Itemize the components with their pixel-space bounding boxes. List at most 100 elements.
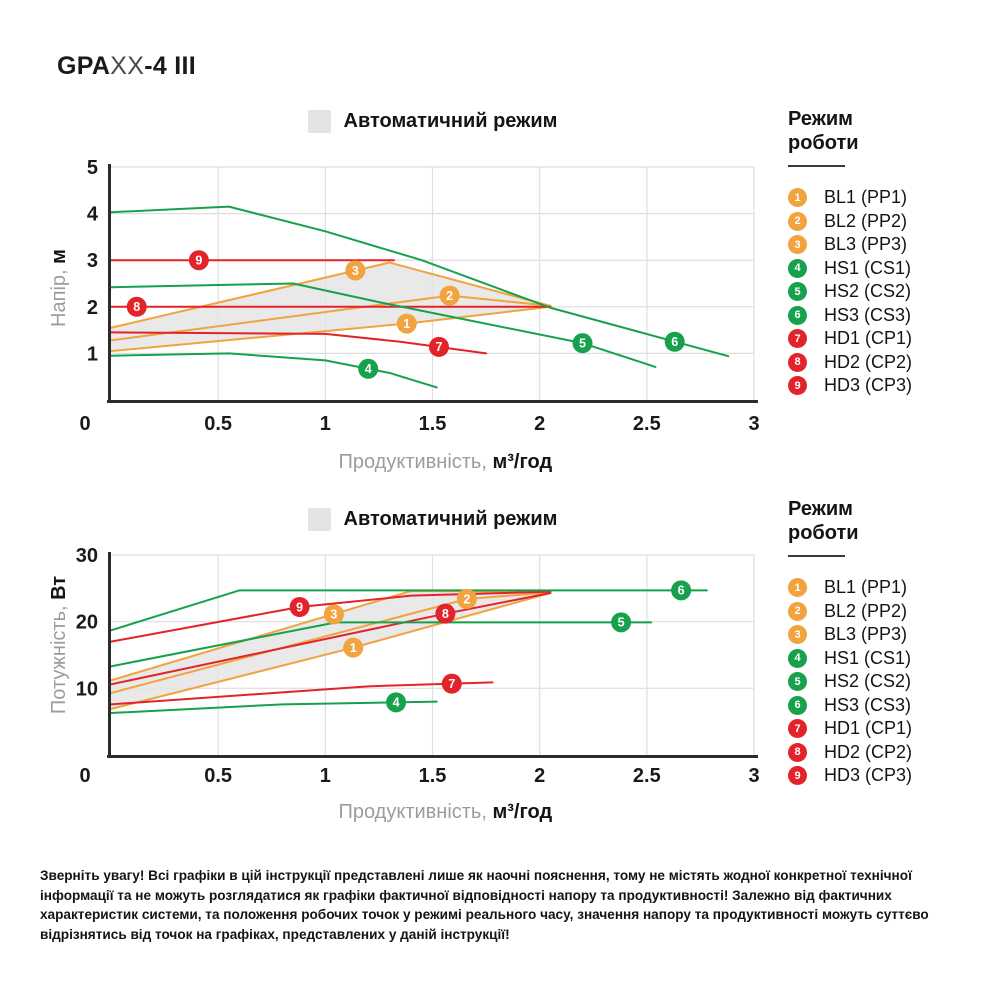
svg-text:0: 0 [79,765,90,787]
legend-marker-3: 3 [788,625,807,645]
svg-text:0.5: 0.5 [204,413,232,435]
point-marker-1: 1 [396,313,417,334]
svg-text:4: 4 [87,204,99,226]
y-axis-title: Потужність, Вт [48,576,70,714]
svg-text:1: 1 [320,413,331,435]
legend-item: 4 HS1 (CS1) [788,257,993,281]
legend-label: HD1 (CP1) [824,328,913,349]
legend-label: HS3 (CS3) [824,694,912,715]
legend-marker-9: 9 [788,766,807,786]
svg-text:10: 10 [76,678,98,700]
model-variable: XX [110,52,145,80]
legend-label: HS2 (CS2) [824,281,912,302]
legend-item: 9 HD3 (CP3) [788,764,993,788]
power-flow-chart-svg: 1 2 3 4 5 6 7 8 9 0 0.5 1 1.5 2 2.5 3 10 20 30 Продуктивніс… [48,545,760,823]
svg-text:8: 8 [133,300,140,314]
legend-label: HD2 (CP2) [824,351,913,372]
legend-label: BL2 (PP2) [824,210,908,231]
point-marker-3: 3 [323,604,344,625]
svg-text:3: 3 [748,413,759,435]
svg-text:0: 0 [79,413,90,435]
legend-label: HD1 (CP1) [824,718,913,739]
series-line-5 [110,282,657,368]
legend-item: 6 HS3 (CS3) [788,304,993,328]
legend-marker-7: 7 [788,329,807,349]
legend-label: HS1 (CS1) [824,647,912,668]
legend-label: HS2 (CS2) [824,671,912,692]
legend-title: Режим роботи [788,497,993,545]
legend-divider [788,555,845,557]
chart-title-power: Автоматичний режим [111,508,754,531]
legend-title-line1: Режим [788,108,853,130]
point-marker-5: 5 [572,333,593,354]
legend-label: HS3 (CS3) [824,304,912,325]
series-line-4 [110,352,438,389]
svg-text:5: 5 [579,336,586,350]
legend-title-line2: роботи [788,522,859,544]
legend-item: 8 HD2 (CP2) [788,351,993,375]
legend-label: HD2 (CP2) [824,741,913,762]
point-marker-4: 4 [386,692,407,713]
auto-mode-swatch [307,508,331,531]
y-axis-title: Напір, м [48,249,70,327]
model-suffix: -4 III [144,52,196,80]
legend-item: 7 HD1 (CP1) [788,717,993,741]
x-tick-labels: 0 0.5 1 1.5 2 2.5 3 [79,413,759,435]
point-marker-8: 8 [126,296,147,317]
chart-title-text: Автоматичний режим [343,508,558,530]
model-prefix: GPA [57,52,111,80]
point-marker-1: 1 [343,637,364,658]
legend-marker-8: 8 [788,352,807,372]
svg-text:5: 5 [87,157,98,179]
series-line-4 [110,700,438,714]
svg-text:1: 1 [87,343,98,365]
svg-text:9: 9 [195,254,202,268]
legend-item: 1 BL1 (PP1) [788,576,993,600]
legend-marker-2: 2 [788,601,807,621]
legend-marker-9: 9 [788,376,807,396]
legend-label: HD3 (CP3) [824,765,913,786]
legend-item: 4 HS1 (CS1) [788,647,993,671]
legend-marker-2: 2 [788,211,807,231]
svg-text:6: 6 [671,335,678,349]
svg-text:1: 1 [320,765,331,787]
point-marker-7: 7 [441,673,462,694]
svg-text:2.5: 2.5 [633,413,661,435]
chart-title-head: Автоматичний режим [111,110,754,133]
legend-label: BL1 (PP1) [824,187,908,208]
point-marker-4: 4 [358,358,379,379]
y-tick-labels: 10 20 30 [76,545,98,700]
point-marker-2: 2 [439,285,460,306]
legend-item: 3 BL3 (PP3) [788,623,993,647]
point-marker-9: 9 [188,250,209,271]
legend-marker-6: 6 [788,695,807,715]
legend-label: HS1 (CS1) [824,257,912,278]
legend-marker-5: 5 [788,282,807,302]
legend-marker-7: 7 [788,719,807,739]
page-title: GPAXX-4 III [57,52,196,81]
svg-text:30: 30 [76,545,98,567]
x-axis-title: Продуктивність, м³/год [339,451,553,473]
legend-title-line2: роботи [788,132,859,154]
legend-marker-8: 8 [788,742,807,762]
legend-divider [788,165,845,167]
point-marker-6: 6 [671,580,692,601]
legend-marker-1: 1 [788,578,807,598]
point-marker-6: 6 [664,331,685,352]
legend-items: 1 BL1 (PP1) 2 BL2 (PP2) 3 BL3 (PP3) 4 HS1 (CS1)… [788,186,993,398]
legend-label: HD3 (CP3) [824,375,913,396]
head-flow-chart: 1 2 3 4 5 6 7 8 9 0 0.5 1 1.5 2 2.5 3 1 2 3 4 5 Продуктивніст… [40,150,780,480]
point-marker-2: 2 [456,589,477,609]
svg-text:20: 20 [76,612,98,634]
series-line-9 [110,590,552,643]
head-flow-chart-svg: 1 2 3 4 5 6 7 8 9 0 0.5 1 1.5 2 2.5 3 1 2 3 4 5 Продуктивніст… [48,157,760,473]
svg-text:1.5: 1.5 [419,413,447,435]
svg-text:3: 3 [352,264,359,278]
legend-marker-5: 5 [788,672,807,692]
legend-marker-4: 4 [788,648,807,668]
legend-item: 3 BL3 (PP3) [788,233,993,257]
svg-text:2: 2 [534,413,545,435]
legend-title-line1: Режим [788,498,853,520]
legend-marker-4: 4 [788,258,807,278]
